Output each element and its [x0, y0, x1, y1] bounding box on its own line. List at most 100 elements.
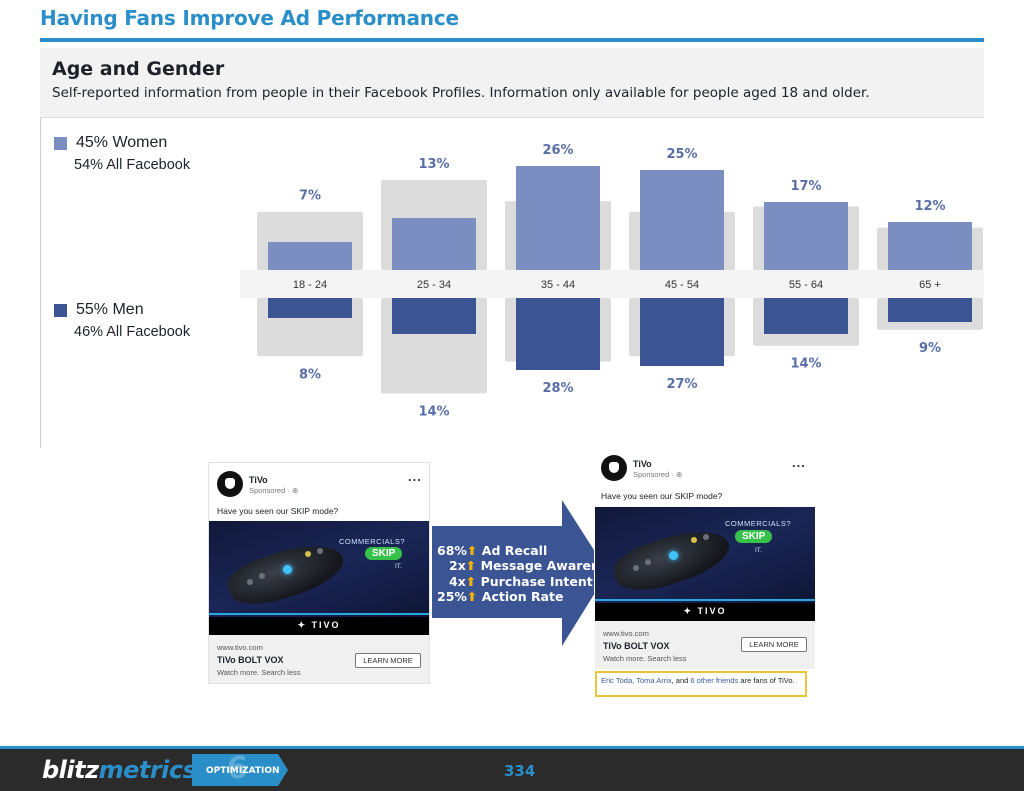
men-bar — [516, 298, 600, 370]
women-all-facebook: 54% All Facebook — [74, 157, 191, 173]
tivo-logo: ✦ TIVO — [683, 606, 727, 616]
metric-action-rate: 25%⬆ Action Rate — [437, 589, 563, 604]
women-value-label: 17% — [790, 179, 821, 194]
men-legend-label: 55% Men — [76, 301, 144, 318]
women-legend-label: 45% Women — [76, 134, 168, 151]
learn-more-button[interactable]: LEARN MORE — [355, 653, 421, 668]
ad-image-stripe — [209, 613, 429, 615]
remote-button — [317, 548, 323, 554]
remote-button — [259, 573, 265, 579]
women-value-label: 12% — [914, 199, 945, 214]
men-value-label: 28% — [542, 381, 573, 396]
remote-glow — [669, 551, 678, 560]
men-bar — [392, 298, 476, 334]
remote-button — [703, 534, 709, 540]
ad-image-band — [595, 603, 815, 621]
panel-subtitle: Self-reported information from people in… — [52, 85, 870, 101]
panel-left-border — [40, 118, 41, 448]
page-title: Having Fans Improve Ad Performance — [40, 6, 459, 30]
ad-brand: TiVo — [249, 475, 268, 485]
men-bar — [764, 298, 848, 334]
women-bar — [640, 170, 724, 270]
up-arrow-icon: ⬆ — [466, 589, 478, 604]
ad-before-card: TiVo Sponsored · ⊕ ... Have you seen our… — [208, 462, 430, 684]
men-bar — [888, 298, 972, 322]
metric-value: 2x — [449, 558, 466, 573]
age-tick-label: 18 - 24 — [293, 279, 327, 291]
remote-button — [305, 551, 311, 557]
title-rule — [40, 38, 984, 42]
metric-label: Ad Recall — [481, 543, 548, 558]
men-bar — [268, 298, 352, 318]
ad-footer: www.tivo.com TiVo BOLT VOX Watch more. S… — [209, 635, 429, 683]
women-value-label: 13% — [418, 157, 449, 172]
women-bar — [888, 222, 972, 270]
women-bar — [268, 242, 352, 270]
more-options-icon[interactable]: ... — [408, 469, 422, 484]
blitzmetrics-logo: blitzmetrics — [42, 756, 197, 784]
remote-button — [645, 559, 651, 565]
metric-value: 4x — [449, 574, 466, 589]
age-axis-band — [240, 270, 984, 298]
ad-question: Have you seen our SKIP mode? — [217, 506, 339, 516]
ad-sponsored: Sponsored · ⊕ — [633, 470, 683, 479]
ad-product: TiVo BOLT VOX — [217, 655, 284, 665]
tivo-avatar-icon — [217, 471, 243, 497]
lift-arrow — [432, 500, 608, 646]
age-tick-label: 45 - 54 — [665, 279, 699, 291]
ad-image-stripe — [595, 599, 815, 601]
friend-link[interactable]: Eric Toda — [601, 676, 633, 685]
metric-label: Message Awareness — [480, 558, 624, 573]
men-all-facebook: 46% All Facebook — [74, 324, 191, 340]
metric-message-awareness: 2x⬆ Message Awareness — [449, 558, 623, 573]
ad-after-card: TiVo Sponsored · ⊕ ... Have you seen our… — [594, 448, 816, 698]
ad-footer: www.tivo.com TiVo BOLT VOX Watch more. S… — [595, 621, 815, 669]
footer-rule — [0, 746, 1024, 749]
women-bar — [392, 218, 476, 270]
tivo-avatar-icon — [601, 455, 627, 481]
social-separator: , and — [671, 676, 691, 685]
ad-image[interactable]: COMMERCIALS? SKIP IT. ✦ TIVO — [595, 507, 815, 621]
men-value-label: 14% — [418, 404, 449, 419]
ad-sponsored: Sponsored · ⊕ — [249, 486, 299, 495]
up-arrow-icon: ⬆ — [465, 574, 477, 589]
friend-link[interactable]: Toma Arrix — [636, 676, 672, 685]
ad-tagline: Watch more. Search less — [217, 668, 301, 677]
age-tick-label: 25 - 34 — [417, 279, 451, 291]
panel-header: Age and Gender Self-reported information… — [40, 48, 984, 118]
up-arrow-icon: ⬆ — [466, 543, 478, 558]
skip-badge: SKIP — [365, 547, 403, 560]
metric-value: 25% — [437, 589, 467, 604]
ad-image[interactable]: COMMERCIALS? SKIP IT. ✦ TIVO — [209, 521, 429, 635]
up-arrow-icon: ⬆ — [465, 558, 477, 573]
ad-brand: TiVo — [633, 459, 652, 469]
remote-button — [247, 579, 253, 585]
other-friends-link[interactable]: 6 other friends — [690, 676, 739, 685]
ad-image-it: IT. — [395, 563, 402, 570]
metric-label: Purchase Intent — [480, 574, 593, 589]
remote-image — [222, 533, 350, 615]
section-badge — [192, 754, 288, 786]
metric-value: 68% — [437, 543, 467, 558]
logo-part-metrics: metrics — [98, 756, 197, 784]
more-options-icon[interactable]: ... — [792, 455, 806, 470]
section-number: 6 — [227, 751, 248, 786]
women-bar — [764, 202, 848, 270]
men-bar — [640, 298, 724, 366]
ad-url: www.tivo.com — [603, 629, 649, 638]
ad-question: Have you seen our SKIP mode? — [601, 491, 723, 501]
metric-label: Action Rate — [481, 589, 564, 604]
learn-more-button[interactable]: LEARN MORE — [741, 637, 807, 652]
women-value-label: 26% — [542, 143, 573, 158]
men-value-label: 9% — [919, 341, 941, 356]
ad-image-headline: COMMERCIALS? — [725, 519, 792, 528]
age-gender-chart: 7% 8% 18 - 24 13% 14% 25 - 34 26% 28% 35 - 44 25%… — [240, 143, 984, 419]
women-value-label: 7% — [299, 189, 321, 204]
remote-button — [691, 537, 697, 543]
ad-product: TiVo BOLT VOX — [603, 641, 670, 651]
social-suffix: are fans of TiVo. — [738, 676, 795, 685]
ad-image-band — [209, 617, 429, 635]
men-value-label: 14% — [790, 357, 821, 372]
ad-url: www.tivo.com — [217, 643, 263, 652]
section-label: OPTIMIZATION — [206, 766, 280, 776]
